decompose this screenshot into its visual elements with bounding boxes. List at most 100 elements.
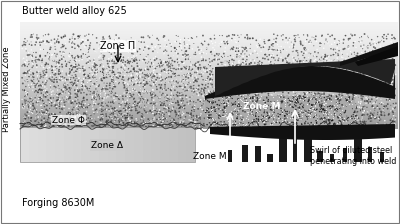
Point xyxy=(47,96,54,100)
Point xyxy=(163,71,169,75)
Point xyxy=(142,67,149,70)
Point xyxy=(205,110,211,113)
Point xyxy=(171,72,177,76)
Point xyxy=(330,104,336,108)
Point xyxy=(72,79,78,82)
Point xyxy=(260,116,266,120)
Point xyxy=(83,118,90,121)
Point xyxy=(59,63,65,66)
Point xyxy=(348,63,355,67)
Point xyxy=(129,48,135,51)
Point xyxy=(244,103,251,107)
Point xyxy=(158,111,164,115)
Point xyxy=(119,113,126,117)
Point xyxy=(390,90,396,93)
Point xyxy=(70,76,77,80)
Point xyxy=(343,90,350,94)
Point xyxy=(210,73,216,77)
Point xyxy=(212,122,219,126)
Point xyxy=(323,109,329,112)
Point xyxy=(242,97,248,101)
Point xyxy=(22,37,28,41)
Point xyxy=(242,118,248,121)
Point xyxy=(334,100,340,104)
Point xyxy=(42,63,49,67)
Point xyxy=(318,110,325,114)
Point xyxy=(336,114,342,118)
Point xyxy=(334,107,340,111)
Point xyxy=(223,115,229,118)
Point xyxy=(302,48,309,52)
Point xyxy=(66,40,72,44)
Point xyxy=(44,40,50,43)
Point xyxy=(28,104,34,107)
Point xyxy=(276,94,283,98)
Point xyxy=(47,47,53,51)
Point xyxy=(332,112,338,116)
Point xyxy=(134,74,140,77)
Point xyxy=(340,94,346,97)
Point xyxy=(150,69,157,73)
Point xyxy=(150,88,156,92)
Point xyxy=(170,107,176,111)
Point xyxy=(140,85,147,88)
Point xyxy=(294,118,300,122)
Bar xyxy=(20,42,398,43)
Point xyxy=(378,118,384,121)
Point xyxy=(388,70,394,73)
Point xyxy=(110,78,117,82)
Point xyxy=(358,97,364,100)
Point xyxy=(116,36,122,40)
Point xyxy=(223,96,229,100)
Point xyxy=(235,101,241,104)
Point xyxy=(380,102,386,105)
Point xyxy=(168,69,175,73)
Point xyxy=(141,41,147,44)
Point xyxy=(218,61,225,64)
Point xyxy=(112,115,118,119)
Point xyxy=(30,51,37,54)
Point xyxy=(344,114,350,118)
Point xyxy=(115,71,121,75)
Point xyxy=(202,79,209,82)
Point xyxy=(260,120,266,123)
Point xyxy=(144,80,150,84)
Point xyxy=(100,68,106,72)
Point xyxy=(378,39,385,42)
Point xyxy=(196,116,202,120)
Point xyxy=(280,104,286,107)
Point xyxy=(278,100,285,103)
Point xyxy=(310,115,316,119)
Point xyxy=(290,90,297,94)
Point xyxy=(171,120,178,123)
Point xyxy=(99,101,105,105)
Point xyxy=(321,103,328,106)
Point xyxy=(35,84,42,87)
Point xyxy=(385,77,392,80)
Point xyxy=(240,46,246,49)
Point xyxy=(114,124,120,127)
Point xyxy=(361,58,368,61)
Point xyxy=(103,96,110,100)
Point xyxy=(184,100,190,104)
Point xyxy=(306,109,312,112)
Point xyxy=(198,47,204,50)
Point xyxy=(272,40,279,44)
Point xyxy=(301,85,307,88)
Point xyxy=(297,106,303,109)
Point xyxy=(388,67,395,71)
Point xyxy=(323,82,330,85)
Point xyxy=(307,90,313,93)
Point xyxy=(172,74,179,78)
Point xyxy=(189,119,195,123)
Point xyxy=(130,58,137,62)
Point xyxy=(370,82,376,86)
Point xyxy=(144,121,151,125)
Point xyxy=(51,78,58,81)
Point xyxy=(321,98,327,102)
Point xyxy=(147,47,153,50)
Point xyxy=(373,71,379,74)
Point xyxy=(137,80,143,84)
Point xyxy=(248,105,254,109)
Point xyxy=(54,39,60,43)
